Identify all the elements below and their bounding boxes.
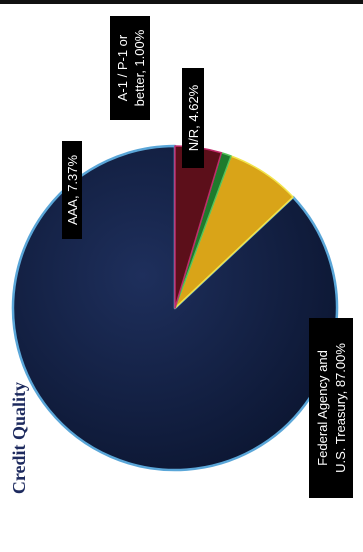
label-a1p1-line1: A-1 / P-1 or — [115, 34, 130, 101]
label-federal-line2: U.S. Treasury, 87.00% — [333, 343, 348, 473]
label-aaa: AAA, 7.37% — [62, 141, 82, 239]
label-aaa-text: AAA, 7.37% — [65, 155, 80, 226]
label-federal: Federal Agency and U.S. Treasury, 87.00% — [309, 318, 353, 498]
top-rule — [0, 0, 363, 4]
label-nr-text: N/R, 4.62% — [186, 84, 201, 151]
pie-slices — [11, 144, 339, 472]
label-federal-line1: Federal Agency and — [315, 350, 330, 466]
label-a1p1: A-1 / P-1 or better, 1.00% — [110, 16, 150, 120]
label-nr: N/R, 4.62% — [182, 68, 204, 168]
label-a1p1-line2: better, 1.00% — [132, 29, 147, 106]
